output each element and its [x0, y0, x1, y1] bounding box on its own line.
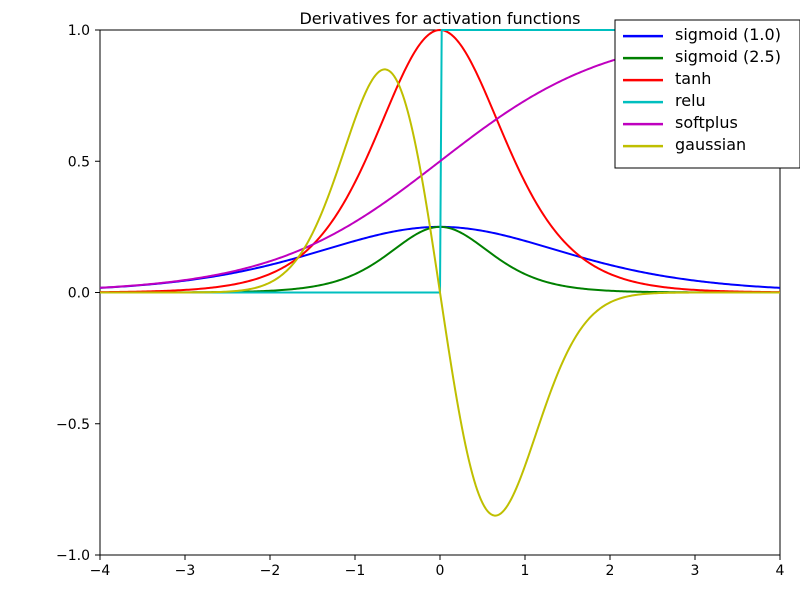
x-tick-label: −3	[175, 563, 196, 579]
x-tick-label: −4	[90, 563, 111, 579]
legend-label: sigmoid (1.0)	[675, 25, 781, 44]
chart-svg: −4 −3 −2 −1 0 1 2 3 4 −1.0 −0.5 0.0 0.5 1.0 Derivati…	[0, 0, 800, 600]
chart-title: Derivatives for activation functions	[299, 9, 580, 28]
legend-label: tanh	[675, 69, 711, 88]
y-ticks: −1.0 −0.5 0.0 0.5 1.0	[56, 23, 100, 564]
x-tick-label: 1	[521, 563, 530, 579]
activation-derivatives-chart: −4 −3 −2 −1 0 1 2 3 4 −1.0 −0.5 0.0 0.5 1.0 Derivati…	[0, 0, 800, 600]
legend: sigmoid (1.0) sigmoid (2.5) tanh relu softpl…	[615, 20, 800, 168]
x-tick-label: 0	[436, 563, 445, 579]
x-tick-label: 2	[606, 563, 615, 579]
x-tick-label: 4	[776, 563, 785, 579]
legend-label: sigmoid (2.5)	[675, 47, 781, 66]
y-tick-label: −0.5	[56, 417, 90, 433]
x-ticks: −4 −3 −2 −1 0 1 2 3 4	[90, 555, 785, 579]
y-tick-label: 1.0	[68, 23, 90, 39]
x-tick-label: −1	[345, 563, 366, 579]
legend-label: relu	[675, 91, 706, 110]
y-tick-label: 0.0	[68, 286, 90, 302]
y-tick-label: −1.0	[56, 548, 90, 564]
legend-label: gaussian	[675, 135, 746, 154]
y-tick-label: 0.5	[68, 154, 90, 170]
legend-label: softplus	[675, 113, 738, 132]
x-tick-label: −2	[260, 563, 281, 579]
x-tick-label: 3	[691, 563, 700, 579]
